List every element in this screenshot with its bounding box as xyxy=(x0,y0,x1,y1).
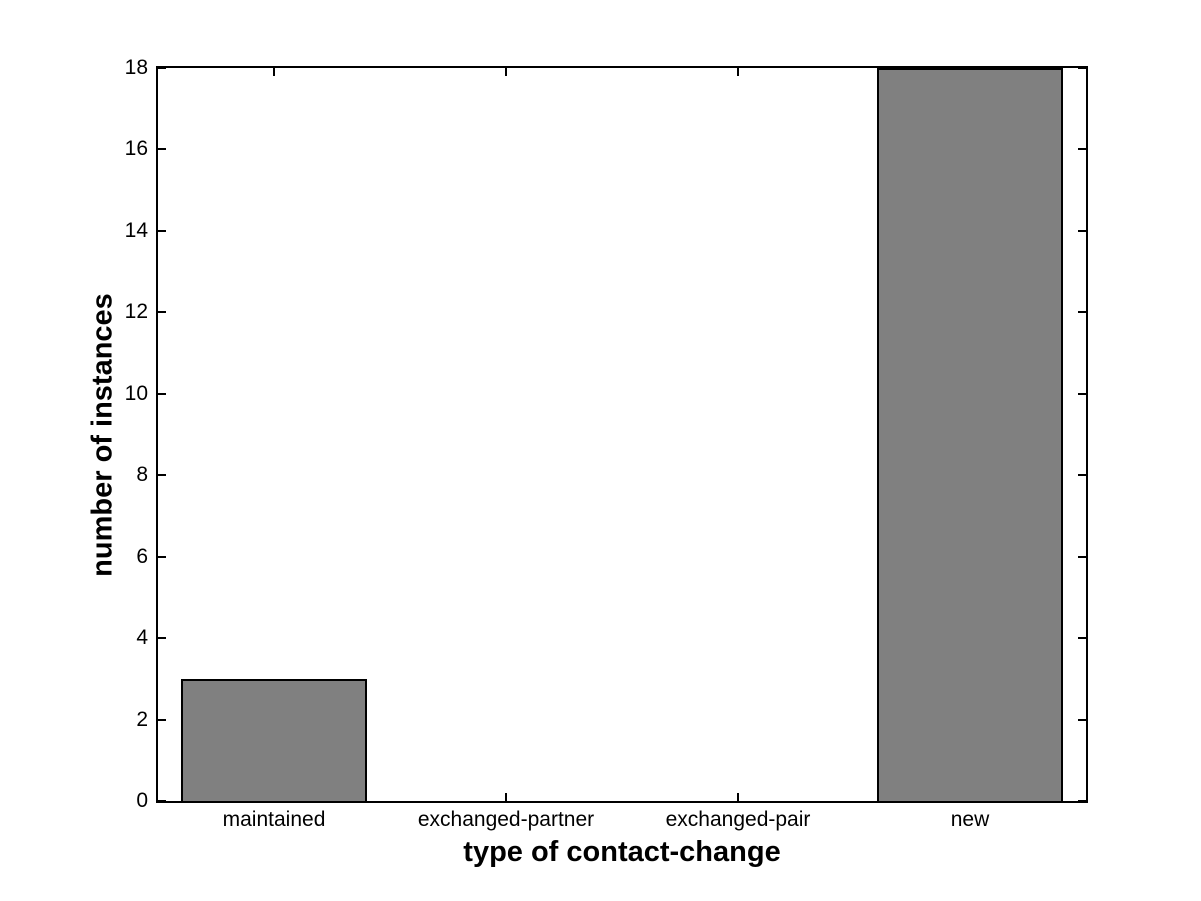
x-tick-label: maintained xyxy=(222,808,326,831)
y-tick-label: 4 xyxy=(136,626,148,650)
x-tick-bottom xyxy=(737,793,739,801)
y-tick-right xyxy=(1078,718,1086,721)
y-tick-left xyxy=(158,718,166,721)
y-tick-left xyxy=(158,800,166,802)
y-tick-left xyxy=(158,148,166,151)
y-axis-label: number of instances xyxy=(86,293,119,577)
x-axis-label: type of contact-change xyxy=(463,836,781,868)
y-tick-right xyxy=(1078,67,1086,69)
y-tick-label: 6 xyxy=(136,544,148,568)
y-tick-left xyxy=(158,229,166,232)
y-tick-label: 10 xyxy=(124,381,148,405)
y-tick-label: 16 xyxy=(124,137,148,161)
y-tick-left xyxy=(158,555,166,558)
x-tick-label: exchanged-pair xyxy=(665,808,811,831)
x-tick-label: new xyxy=(950,808,990,831)
y-tick-left xyxy=(158,637,166,640)
y-tick-left xyxy=(158,67,166,69)
y-tick-label: 12 xyxy=(124,300,148,324)
y-tick-left xyxy=(158,392,166,395)
y-tick-right xyxy=(1078,800,1086,802)
y-tick-right xyxy=(1078,148,1086,151)
x-tick-label: exchanged-partner xyxy=(417,808,595,831)
x-tick-top xyxy=(505,68,507,76)
y-tick-right xyxy=(1078,474,1086,477)
y-tick-left xyxy=(158,474,166,477)
y-tick-label: 14 xyxy=(124,218,148,242)
y-tick-right xyxy=(1078,311,1086,314)
y-tick-right xyxy=(1078,555,1086,558)
bar xyxy=(877,68,1063,801)
y-tick-label: 8 xyxy=(136,463,148,487)
y-tick-label: 2 xyxy=(136,707,148,731)
x-tick-top xyxy=(737,68,739,76)
y-tick-right xyxy=(1078,637,1086,640)
y-tick-label: 18 xyxy=(124,56,148,79)
y-tick-label: 0 xyxy=(136,789,148,812)
bar xyxy=(181,678,367,801)
x-tick-top xyxy=(273,68,275,76)
plot-area xyxy=(156,66,1088,803)
x-tick-bottom xyxy=(505,793,507,801)
y-tick-right xyxy=(1078,229,1086,232)
y-tick-left xyxy=(158,311,166,314)
y-tick-right xyxy=(1078,392,1086,395)
